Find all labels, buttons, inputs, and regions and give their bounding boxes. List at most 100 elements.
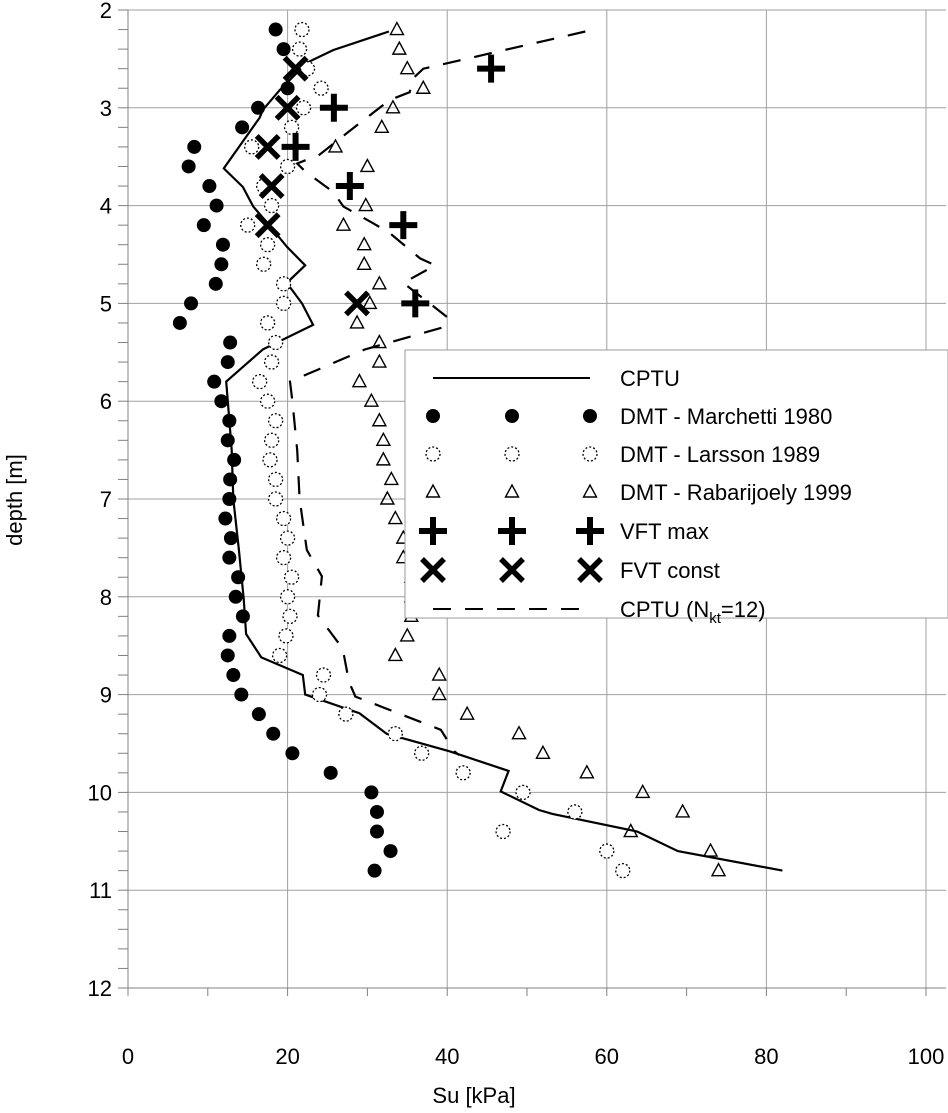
series-dmt-marchetti-1980	[172, 22, 398, 878]
legend-mark-cross	[499, 557, 525, 583]
data-point-open-circle	[271, 647, 288, 664]
data-point-filled-circle	[222, 628, 237, 643]
data-point-open-triangle	[431, 666, 447, 681]
data-point-open-triangle	[359, 158, 376, 173]
data-point-open-circle	[275, 295, 292, 312]
data-point-open-triangle	[356, 255, 372, 270]
data-point-filled-circle	[369, 824, 384, 839]
cptu-nkt12-line	[288, 30, 586, 757]
data-point-open-triangle	[635, 783, 651, 799]
data-point-plus	[477, 54, 506, 83]
data-point-filled-circle	[207, 374, 222, 389]
legend-mark-plus	[576, 517, 604, 545]
data-point-open-triangle	[371, 353, 388, 368]
data-point-filled-circle	[234, 687, 249, 702]
data-point-plus	[319, 93, 348, 122]
data-point-filled-circle	[214, 257, 229, 272]
series-dmt-rabarijoely-1999	[327, 21, 727, 877]
legend-mark-filled-circle	[505, 409, 519, 423]
data-point-filled-circle	[367, 863, 382, 878]
data-point-cross	[258, 173, 285, 199]
data-point-open-circle	[262, 452, 278, 468]
data-point-open-triangle	[387, 647, 404, 662]
series-cptu-nkt-12-	[288, 30, 586, 757]
data-point-open-circle	[338, 706, 354, 722]
data-point-open-circle	[256, 256, 272, 272]
data-point-open-circle	[567, 804, 583, 820]
data-point-open-circle	[259, 315, 276, 331]
data-point-filled-circle	[228, 589, 243, 604]
data-point-cross	[274, 94, 301, 121]
data-point-filled-circle	[181, 159, 196, 174]
data-point-cross	[254, 212, 281, 239]
data-point-cross	[254, 133, 281, 160]
y-tick-label: 9	[100, 683, 112, 708]
data-point-filled-circle	[227, 452, 242, 467]
legend-label-fvt: FVT const	[620, 558, 720, 583]
data-point-open-circle	[299, 61, 316, 77]
data-point-open-circle	[283, 119, 300, 136]
data-point-open-triangle	[349, 314, 365, 329]
data-point-open-triangle	[371, 275, 388, 290]
data-point-open-circle	[240, 217, 256, 233]
series-fvt-const	[254, 55, 370, 317]
data-point-open-triangle	[351, 373, 368, 388]
data-point-filled-circle	[235, 609, 250, 624]
data-point-filled-circle	[220, 648, 235, 663]
data-point-filled-circle	[231, 570, 246, 585]
y-tick-label: 6	[100, 389, 112, 414]
data-point-open-triangle	[623, 823, 639, 838]
legend-mark-open-triangle	[504, 483, 520, 498]
data-point-open-triangle	[459, 705, 475, 720]
x-axis-title: Su [kPa]	[432, 1083, 515, 1108]
data-point-open-triangle	[391, 40, 407, 55]
data-point-open-circle	[291, 41, 308, 57]
data-point-open-triangle	[335, 216, 352, 231]
data-point-open-circle	[267, 334, 284, 351]
data-point-open-triangle	[511, 725, 527, 740]
data-point-filled-circle	[222, 550, 237, 565]
data-point-open-circle	[275, 550, 292, 566]
data-point-open-circle	[275, 276, 292, 292]
data-point-cross	[282, 55, 309, 82]
data-point-open-circle	[252, 373, 268, 390]
data-point-open-triangle	[371, 412, 388, 427]
y-tick-label: 3	[100, 96, 112, 121]
data-point-open-triangle	[358, 197, 374, 212]
data-point-open-circle	[278, 628, 294, 644]
legend-mark-cross	[577, 557, 603, 583]
data-point-open-triangle	[371, 334, 388, 349]
data-point-filled-circle	[276, 42, 291, 57]
legend-label-larsson: DMT - Larsson 1989	[620, 442, 820, 467]
data-point-open-triangle	[674, 803, 691, 818]
data-point-filled-circle	[268, 22, 283, 37]
data-point-filled-circle	[369, 804, 384, 819]
x-tick-label: 0	[122, 1044, 134, 1069]
series-vft-max	[281, 54, 506, 318]
data-point-filled-circle	[251, 707, 266, 722]
y-tick-label: 2	[100, 0, 112, 23]
data-point-open-circle	[495, 823, 511, 840]
data-point-open-circle	[275, 510, 292, 527]
data-point-open-triangle	[379, 490, 396, 505]
data-point-open-circle	[267, 413, 284, 429]
data-point-filled-circle	[364, 785, 379, 800]
data-point-open-circle	[311, 686, 328, 703]
data-point-open-circle	[414, 745, 430, 761]
data-point-open-triangle	[389, 21, 405, 36]
data-point-open-circle	[315, 667, 332, 683]
data-point-filled-circle	[218, 511, 233, 526]
data-point-open-circle	[259, 237, 276, 253]
data-point-open-circle	[279, 589, 296, 605]
data-point-filled-circle	[214, 394, 229, 409]
data-point-open-circle	[259, 393, 276, 409]
data-point-filled-circle	[223, 531, 238, 546]
data-point-open-triangle	[356, 236, 372, 251]
data-point-filled-circle	[196, 218, 211, 233]
data-point-open-triangle	[535, 744, 551, 759]
data-point-open-circle	[263, 197, 280, 214]
data-point-open-triangle	[710, 862, 727, 877]
data-point-open-triangle	[415, 79, 431, 94]
x-tick-label: 20	[275, 1044, 299, 1069]
data-point-filled-circle	[187, 139, 202, 154]
